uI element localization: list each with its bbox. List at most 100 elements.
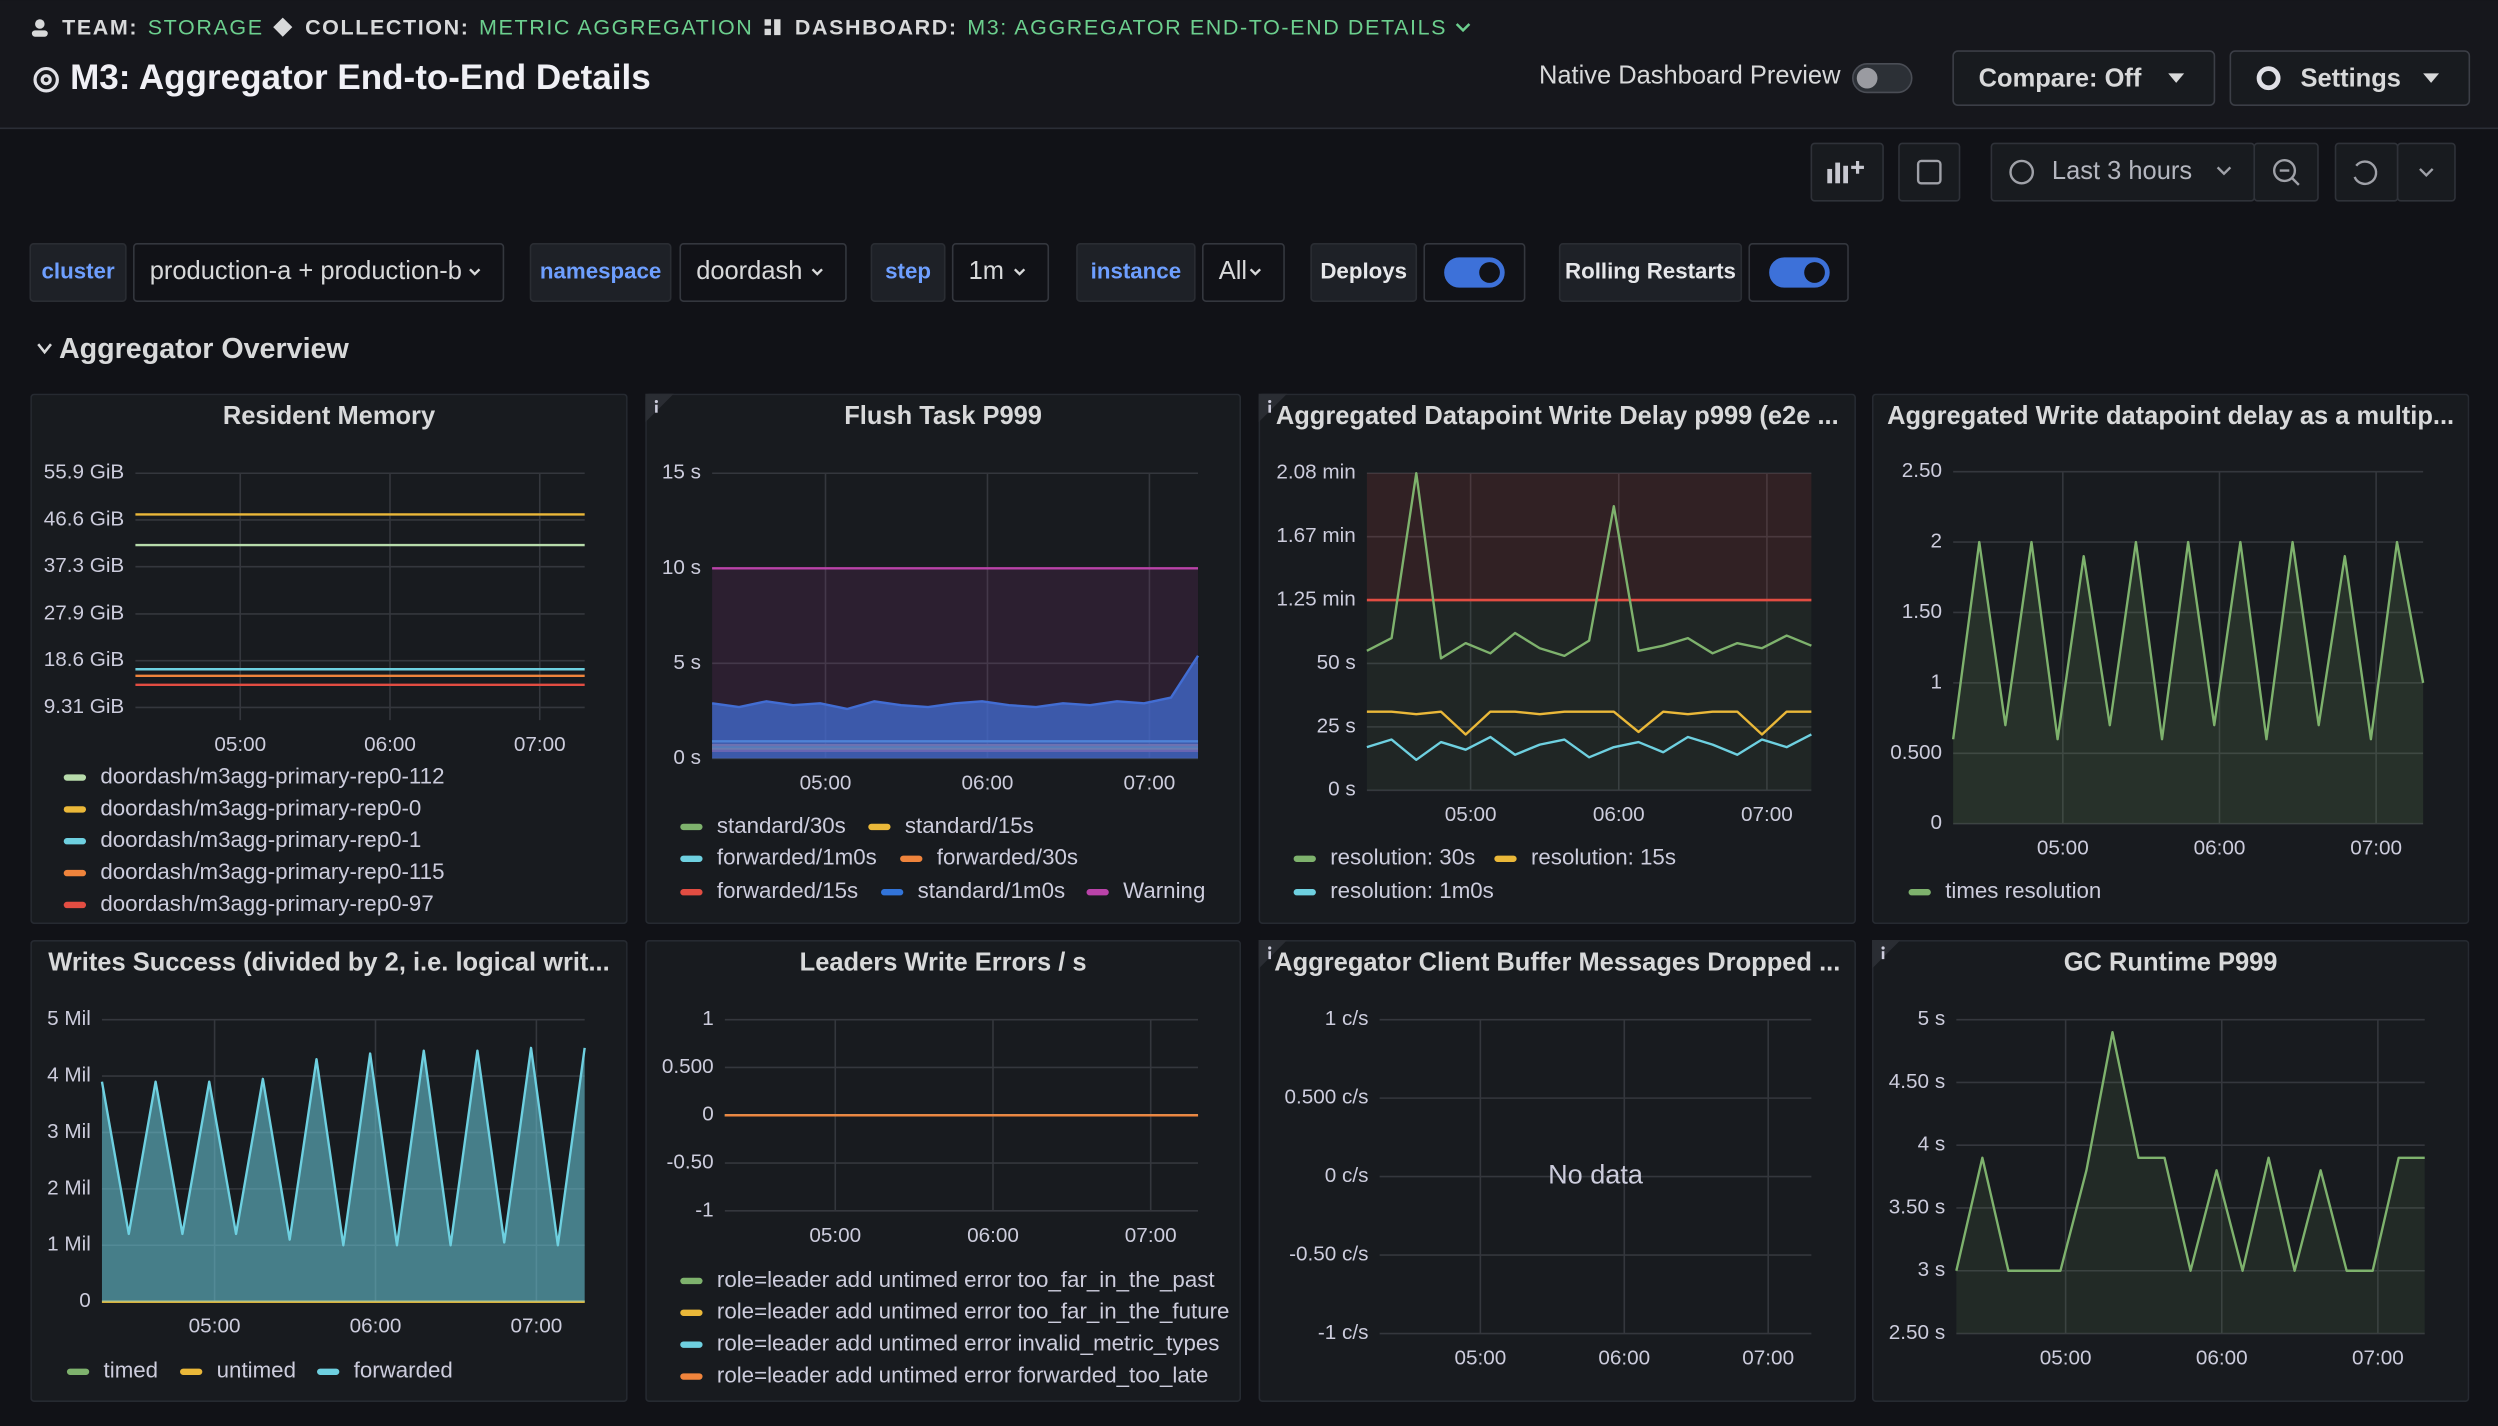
legend-label[interactable]: timed	[104, 1358, 159, 1383]
variable-value[interactable]: doordash	[696, 257, 802, 285]
panel: Flush Task P999 0 s 5 s 10 s 15 s 05:00 06:00 0…	[645, 393, 1242, 925]
legend-label[interactable]: untimed	[217, 1358, 296, 1383]
y-tick-label: 1.50	[1902, 600, 1942, 623]
panel-title[interactable]: Writes Success (divided by 2, i.e. logic…	[48, 949, 609, 977]
legend-label[interactable]: forwarded/1m0s	[717, 845, 877, 870]
y-tick-label: 15 s	[662, 461, 701, 484]
y-tick-label: 27.9 GiB	[44, 601, 125, 624]
legend-label[interactable]: role=leader add untimed error forwarded_…	[717, 1362, 1208, 1387]
legend-swatch	[680, 889, 703, 896]
refresh-button[interactable]	[2334, 142, 2399, 202]
compare-label[interactable]: Compare: Off	[1979, 64, 2142, 92]
legend-swatch	[680, 1309, 703, 1316]
variable-select[interactable]	[951, 243, 1050, 302]
legend-label[interactable]: role=leader add untimed error invalid_me…	[717, 1331, 1220, 1356]
x-tick-label: 07:00	[1742, 1346, 1794, 1369]
panel-title[interactable]: GC Runtime P999	[2064, 949, 2278, 977]
x-tick-label: 06:00	[1598, 1346, 1650, 1369]
chevron	[1249, 268, 1261, 276]
save-button[interactable]	[1898, 142, 1961, 202]
x-tick-label: 05:00	[809, 1224, 861, 1247]
y-tick-label: 0.500	[1890, 741, 1942, 764]
legend-label[interactable]: resolution: 30s	[1330, 845, 1475, 870]
series-line	[1951, 540, 2425, 741]
variable-value[interactable]: 1m	[969, 257, 1004, 285]
panel: GC Runtime P999 2.50 s 3 s 3.50 s 4 s 4.50 s 5…	[1871, 940, 2470, 1403]
variable-label: namespace	[540, 258, 661, 283]
y-tick-label: 1 Mil	[47, 1233, 91, 1256]
toggle-label-box	[1558, 243, 1743, 302]
legend-label[interactable]: resolution: 15s	[1531, 845, 1676, 870]
variable-select[interactable]	[133, 243, 505, 302]
legend-label[interactable]: standard/30s	[717, 813, 846, 838]
legend-label[interactable]: resolution: 1m0s	[1330, 878, 1494, 903]
y-tick-label: 2 Mil	[47, 1176, 91, 1199]
legend-label[interactable]: Warning	[1123, 878, 1205, 903]
panel-title[interactable]: Aggregated Datapoint Write Delay p999 (e…	[1276, 402, 1839, 430]
panel-title[interactable]: Aggregator Client Buffer Messages Droppe…	[1274, 949, 1840, 977]
legend-label[interactable]: forwarded/30s	[937, 845, 1078, 870]
x-tick-label: 07:00	[510, 1315, 562, 1338]
legend-swatch	[63, 869, 87, 877]
variable-select[interactable]	[679, 243, 847, 302]
breadcrumb-value[interactable]: STORAGE	[148, 15, 264, 39]
panel-title[interactable]: Leaders Write Errors / s	[800, 949, 1087, 977]
legend-label[interactable]: times resolution	[1945, 878, 2101, 903]
threshold-base-region	[1366, 600, 1812, 791]
variable-value[interactable]: production-a + production-b	[150, 257, 462, 285]
breadcrumb-chevron	[1455, 23, 1471, 33]
y-tick-label: 4 Mil	[47, 1064, 91, 1087]
series-line	[100, 1046, 586, 1247]
variable-select[interactable]	[1202, 243, 1285, 302]
legend-label[interactable]: forwarded	[354, 1358, 453, 1383]
legend-label[interactable]: doordash/m3agg-primary-rep0-97	[100, 891, 433, 916]
legend-swatch	[63, 838, 87, 845]
legend-swatch	[63, 774, 87, 781]
legend-label[interactable]: standard/15s	[905, 813, 1034, 838]
panel-title[interactable]: Flush Task P999	[844, 402, 1042, 430]
y-tick-label: 3.50 s	[1889, 1195, 1945, 1218]
zoom-out-button[interactable]	[2253, 142, 2319, 202]
breadcrumb-value[interactable]: METRIC AGGREGATION	[479, 15, 753, 39]
compare-button[interactable]	[1952, 50, 2216, 107]
x-tick-label: 05:00	[189, 1315, 241, 1338]
panel: Writes Success (divided by 2, i.e. logic…	[30, 940, 628, 1403]
settings-gear	[2256, 66, 2281, 91]
settings-button[interactable]	[2229, 50, 2471, 107]
legend-label[interactable]: doordash/m3agg-primary-rep0-1	[100, 827, 421, 852]
x-tick-label: 05:00	[214, 733, 266, 756]
legend-label[interactable]: doordash/m3agg-primary-rep0-112	[100, 763, 444, 788]
y-tick-label: 1	[1930, 670, 1942, 693]
refresh-interval-button[interactable]	[2396, 142, 2456, 202]
row-title[interactable]: Aggregator Overview	[59, 333, 350, 365]
panel-background	[1258, 940, 1856, 1403]
panel-background	[30, 393, 628, 925]
legend-label[interactable]: doordash/m3agg-primary-rep0-115	[100, 859, 444, 884]
panel-title[interactable]: Resident Memory	[223, 402, 436, 430]
settings-label[interactable]: Settings	[2300, 64, 2400, 92]
gear-icon	[33, 66, 59, 93]
legend-label[interactable]: role=leader add untimed error too_far_in…	[717, 1267, 1215, 1292]
legend-label[interactable]: forwarded/15s	[717, 878, 858, 903]
add-panel-icon	[1827, 160, 1864, 184]
legend-label[interactable]: role=leader add untimed error too_far_in…	[717, 1299, 1230, 1324]
time-range[interactable]: Last 3 hours	[2052, 157, 2192, 185]
row-chevron[interactable]	[37, 343, 52, 355]
panel-title[interactable]: Aggregated Write datapoint delay as a mu…	[1887, 402, 2454, 430]
panel-background	[645, 393, 1242, 925]
series-line	[711, 655, 1200, 711]
legend-label[interactable]: doordash/m3agg-primary-rep0-0	[100, 795, 421, 820]
panel-background	[1871, 393, 2470, 925]
y-tick-label: 4.50 s	[1889, 1070, 1945, 1093]
description-icon	[1268, 951, 1271, 960]
y-tick-label: 3 Mil	[47, 1120, 91, 1143]
series-line	[1955, 1031, 2425, 1272]
legend-label[interactable]: standard/1m0s	[918, 878, 1066, 903]
series-line	[1366, 733, 1812, 762]
breadcrumb-value[interactable]: M3: AGGREGATOR END-TO-END DETAILS	[967, 15, 1447, 39]
threshold-region	[1366, 473, 1812, 601]
variable-value[interactable]: All	[1219, 257, 1247, 285]
no-data: No data	[1548, 1159, 1644, 1190]
legend-swatch	[680, 823, 703, 831]
variable-label-box	[1076, 243, 1196, 302]
